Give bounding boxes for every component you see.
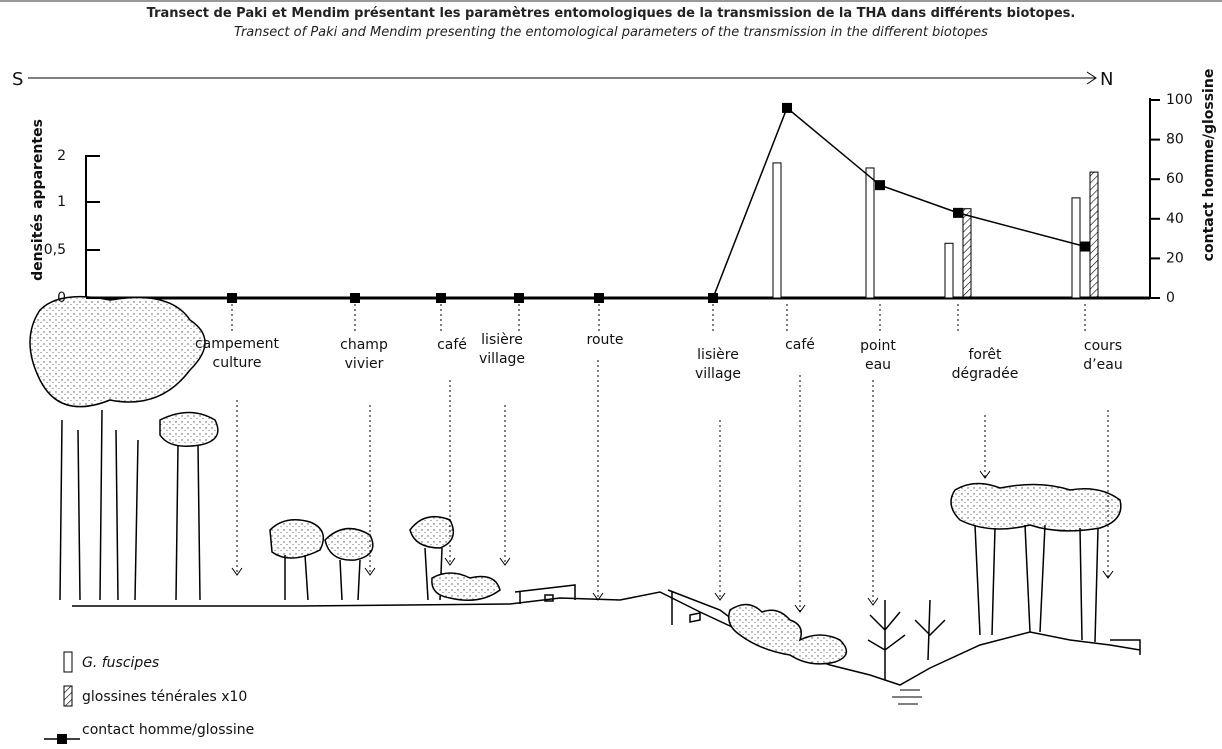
- arrow-head: [499, 557, 511, 566]
- category-label: campement culture: [194, 336, 280, 371]
- legend-label: G. fuscipes: [82, 655, 159, 671]
- direction-end: N: [1100, 69, 1113, 90]
- bar: [865, 167, 875, 299]
- bar: [962, 208, 972, 299]
- legend-label: contact homme/glossine: [82, 722, 254, 738]
- arrow-head: [794, 604, 806, 613]
- category-label: café: [437, 337, 467, 353]
- line-marker: [782, 102, 792, 113]
- category-label: café: [785, 337, 815, 353]
- y2-tick-label: 0: [1166, 290, 1175, 306]
- line-marker: [227, 293, 237, 303]
- category-label: lisière village: [478, 332, 526, 367]
- y-axis-title: densités apparentes: [30, 119, 46, 281]
- landscape: [29, 295, 1141, 705]
- line-marker: [953, 207, 963, 218]
- line-marker: [436, 293, 446, 303]
- y2-axis-title: contact homme/glossine: [1201, 69, 1217, 262]
- y-tick-label: 1: [57, 194, 66, 210]
- line-marker: [875, 180, 885, 191]
- y2-tick-label: 20: [1166, 250, 1184, 266]
- arrow-head: [592, 592, 604, 601]
- line-marker: [594, 293, 604, 303]
- line-marker: [1080, 241, 1090, 252]
- direction-start: S: [12, 69, 23, 90]
- legend-marker: [57, 734, 67, 744]
- y2-tick-label: 100: [1166, 92, 1193, 108]
- bar: [1089, 171, 1099, 299]
- y-tick-label: 2: [57, 148, 66, 164]
- bar: [944, 242, 954, 299]
- y2-tick-label: 40: [1166, 211, 1184, 227]
- line-marker: [350, 293, 360, 303]
- line: [232, 106, 1086, 299]
- arrow-head: [1102, 570, 1114, 579]
- y-tick-label: 0,5: [44, 242, 66, 258]
- category-label: forêt dégradée: [951, 347, 1019, 382]
- arrow-head: [444, 557, 456, 566]
- bar: [772, 162, 782, 299]
- y2-tick-label: 80: [1166, 132, 1184, 148]
- category-label: champ vivier: [340, 337, 388, 372]
- category-label: point eau: [860, 338, 896, 373]
- arrow-head: [231, 567, 243, 576]
- y2-tick-label: 60: [1166, 171, 1184, 187]
- category-label: cours d’eau: [1083, 338, 1123, 373]
- bar: [1071, 197, 1081, 299]
- legend-swatch: [63, 685, 73, 707]
- arrow-head: [364, 567, 376, 576]
- chart-subtitle: Transect of Paki and Mendim presenting t…: [234, 25, 988, 40]
- legend-swatch: [63, 651, 73, 673]
- arrow-head: [979, 470, 991, 479]
- line-marker: [514, 293, 524, 303]
- y-tick-label: 0: [57, 290, 66, 306]
- category-label: route: [586, 332, 624, 348]
- chart-title: Transect de Paki et Mendim présentant le…: [146, 6, 1076, 21]
- arrow-head: [714, 592, 726, 601]
- legend-label: glossines ténérales x10: [82, 689, 247, 705]
- line-marker: [708, 293, 718, 303]
- arrow-head: [867, 597, 879, 606]
- arrow-head: [1086, 71, 1097, 85]
- category-label: lisière village: [694, 347, 742, 382]
